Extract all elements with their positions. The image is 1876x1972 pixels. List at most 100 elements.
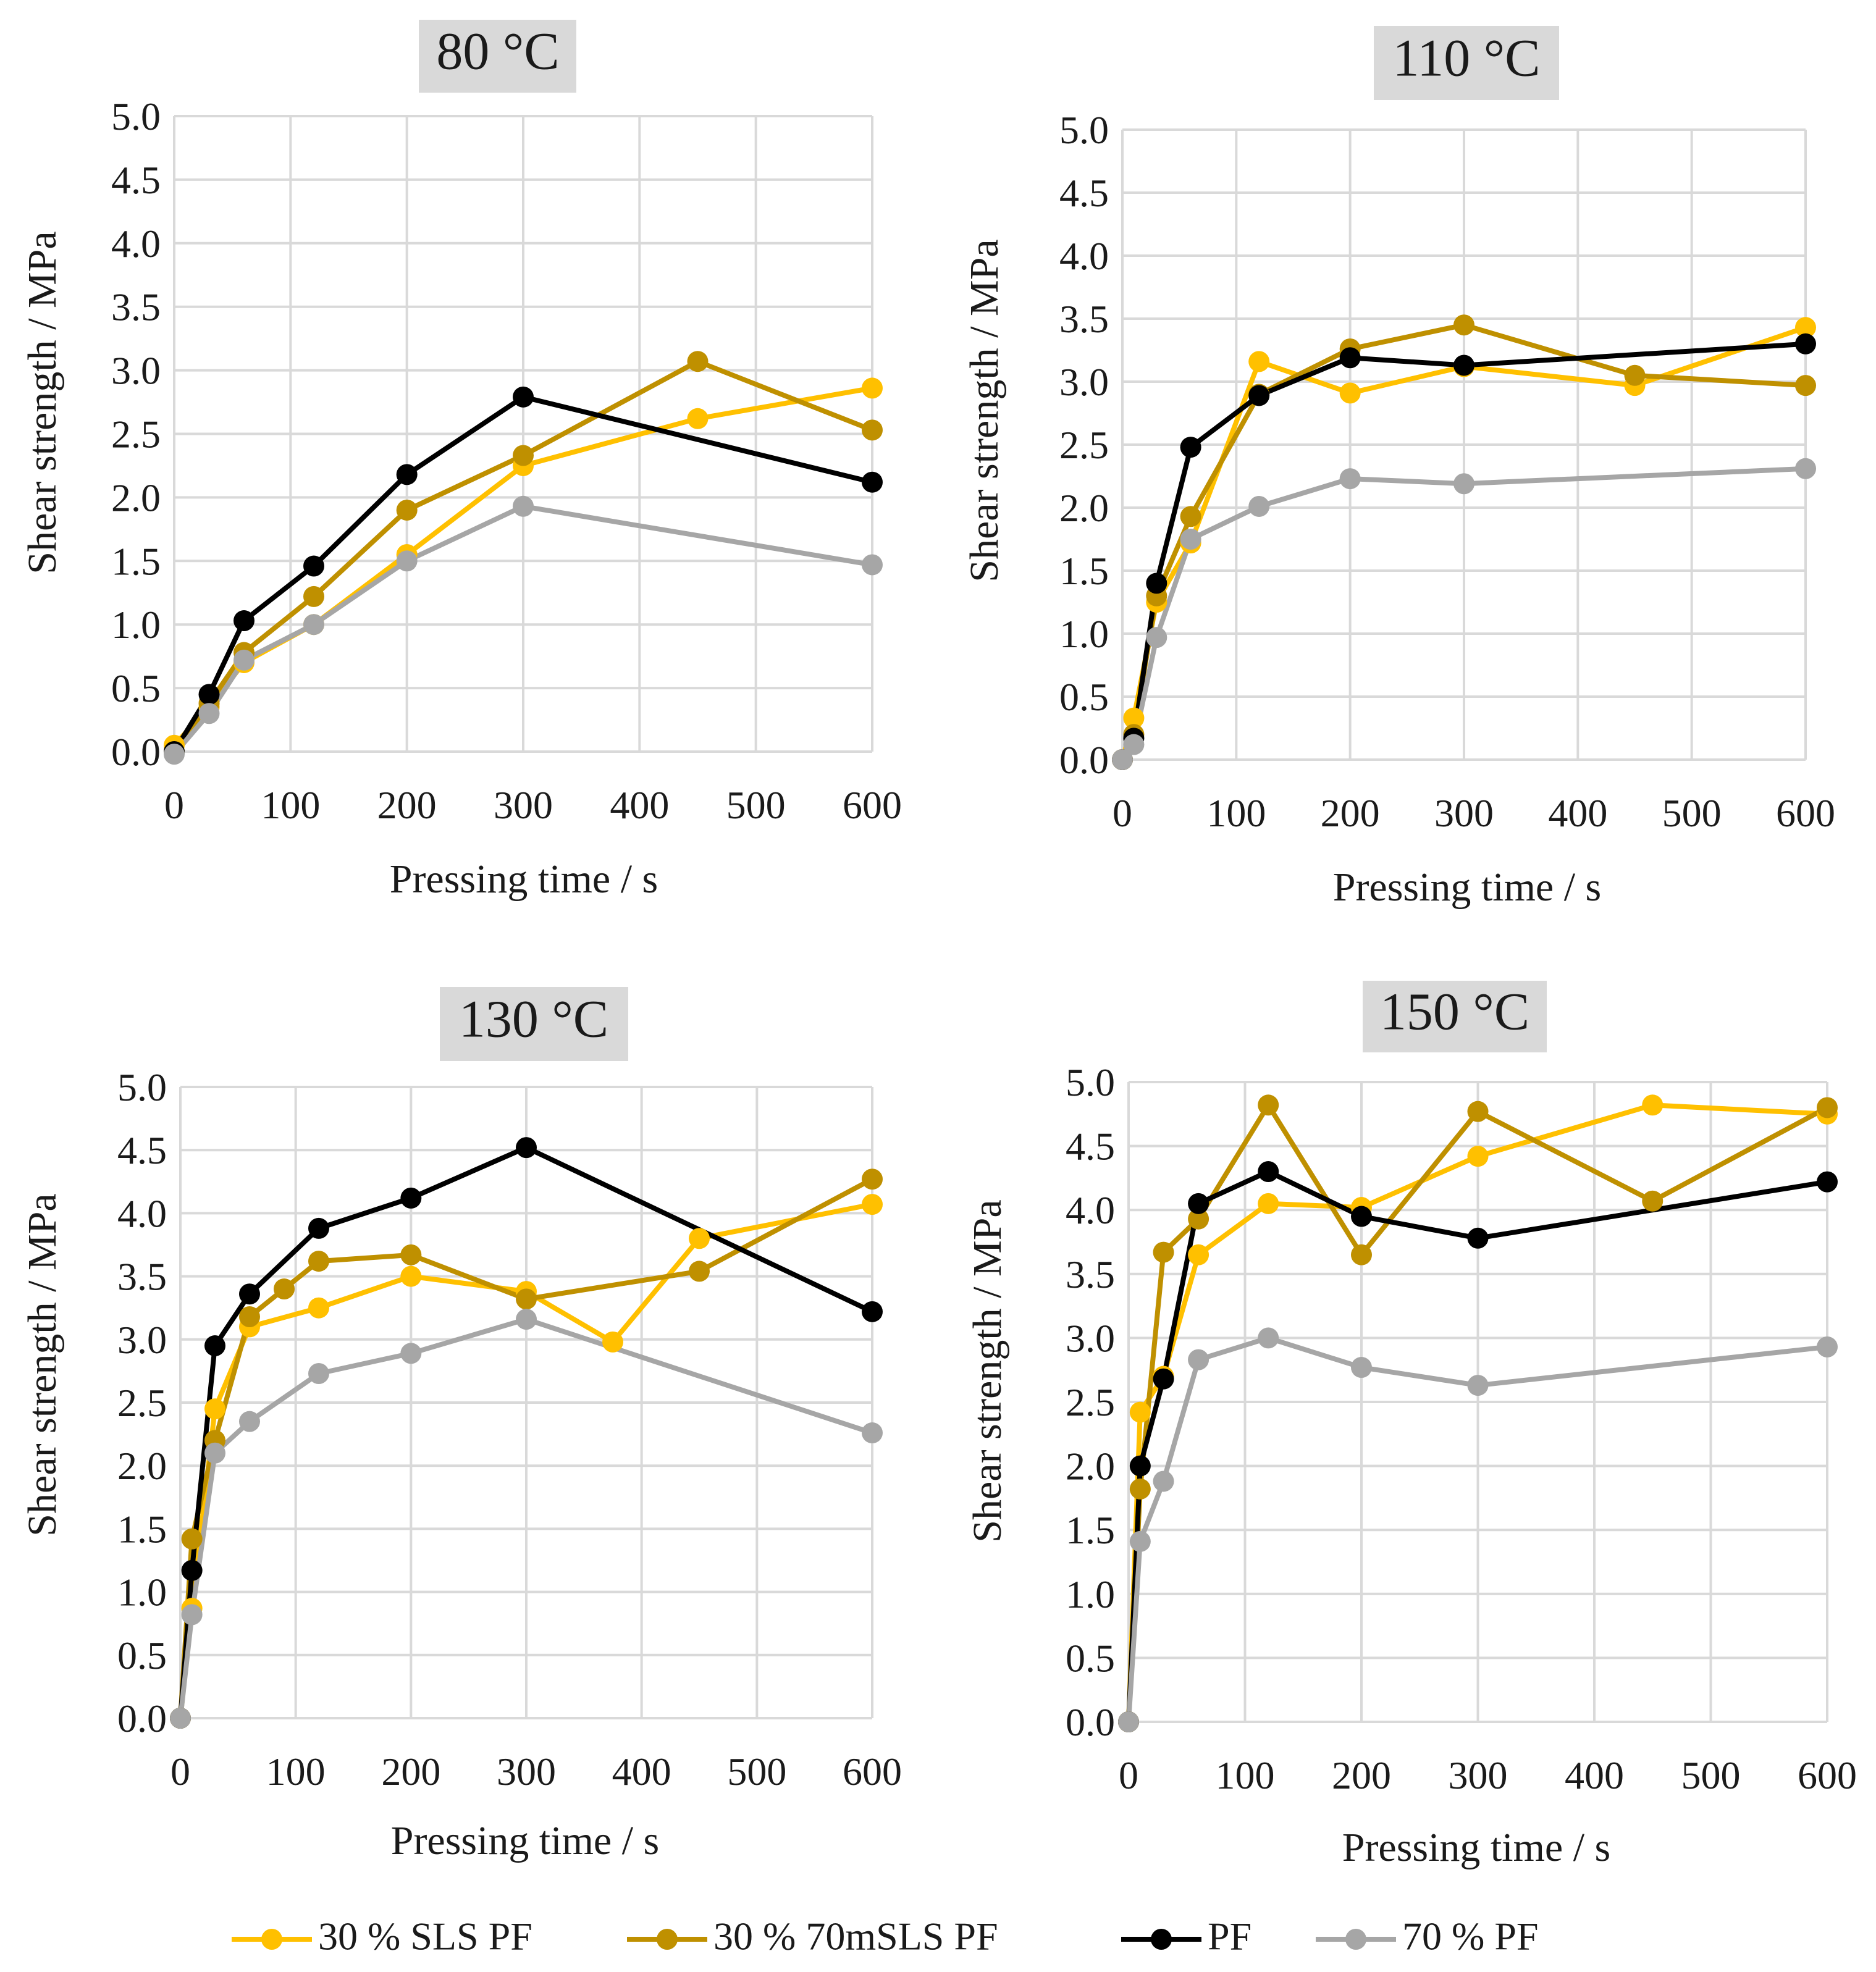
y-tick-label: 4.5 — [1066, 1125, 1115, 1169]
data-point — [1146, 573, 1167, 594]
legend-label: 30 % SLS PF — [318, 1915, 532, 1958]
data-point — [303, 585, 324, 607]
series-line — [1126, 1169, 1828, 1722]
data-point — [862, 1194, 883, 1215]
data-point — [1817, 1336, 1838, 1357]
y-tick-label: 2.0 — [111, 476, 161, 519]
x-tick-layer: 0 100 200 300 400 500 600 — [164, 783, 902, 827]
series-line — [178, 1177, 873, 1719]
legend-label: 30 % 70mSLS PF — [713, 1915, 998, 1958]
data-point — [1129, 1401, 1151, 1423]
grid-layer — [1127, 1081, 1828, 1723]
y-tick-label: 3.5 — [1066, 1252, 1115, 1296]
data-point — [1129, 1455, 1151, 1477]
y-tick-label: 1.0 — [111, 603, 161, 647]
data-point — [396, 464, 418, 485]
legend-label: PF — [1208, 1915, 1251, 1958]
y-tick-label: 5.0 — [117, 1065, 167, 1109]
data-point — [181, 1559, 203, 1581]
chart-panel-130c: 130 °C 0.0 0.5 1.0 1.5 2.0 2.5 3.0 3.5 4.0 4.5 5.0… — [20, 987, 902, 1863]
x-tick-label: 500 — [726, 783, 786, 827]
y-tick-label: 4.5 — [1059, 171, 1109, 215]
data-point — [1258, 1193, 1279, 1214]
y-tick-label: 4.5 — [117, 1128, 167, 1172]
y-tick-label: 3.0 — [111, 349, 161, 393]
y-tick-label: 0.5 — [117, 1634, 167, 1677]
series-line — [1126, 1335, 1828, 1722]
y-tick-layer: 0.0 0.5 1.0 1.5 2.0 2.5 3.0 3.5 4.0 4.5 5.0 — [117, 1065, 167, 1740]
data-point — [862, 377, 883, 399]
series-line — [178, 1317, 873, 1719]
series-layer — [164, 351, 883, 765]
y-tick-label: 2.5 — [111, 413, 161, 456]
data-point — [1467, 1101, 1489, 1122]
data-point — [516, 1137, 537, 1159]
legend: 30 % SLS PF 30 % 70mSLS PF PF 70 % PF — [232, 1915, 1539, 1958]
data-point — [1642, 1094, 1664, 1116]
x-axis-title: Pressing time / s — [1333, 865, 1602, 910]
y-tick-layer: 0.0 0.5 1.0 1.5 2.0 2.5 3.0 3.5 4.0 4.5 5.0 — [1059, 108, 1109, 782]
data-point — [1118, 1711, 1139, 1732]
x-tick-label: 200 — [377, 783, 437, 827]
x-tick-label: 0 — [170, 1750, 190, 1794]
y-axis-title: Shear strength / MPa — [20, 1193, 65, 1536]
data-point — [1795, 458, 1816, 479]
data-point — [862, 419, 883, 441]
data-point — [862, 554, 883, 576]
data-point — [239, 1411, 260, 1432]
y-tick-label: 3.0 — [117, 1318, 167, 1362]
y-tick-layer: 0.0 0.5 1.0 1.5 2.0 2.5 3.0 3.5 4.0 4.5 5.0 — [111, 94, 161, 774]
x-tick-label: 300 — [497, 1750, 556, 1794]
panel-title: 110 °C — [1392, 28, 1540, 88]
y-tick-label: 0.5 — [111, 666, 161, 710]
data-point — [1351, 1206, 1372, 1227]
data-point — [1258, 1327, 1279, 1349]
data-point — [400, 1343, 422, 1364]
x-tick-label: 500 — [1662, 791, 1722, 835]
y-tick-label: 2.0 — [1059, 486, 1109, 530]
legend-label: 70 % PF — [1402, 1915, 1539, 1958]
data-point — [233, 610, 254, 632]
x-tick-label: 100 — [1216, 1753, 1275, 1797]
legend-swatch-marker — [261, 1929, 282, 1950]
y-tick-label: 4.5 — [111, 158, 161, 202]
y-tick-label: 1.5 — [1066, 1508, 1115, 1552]
data-point — [1180, 437, 1201, 458]
data-point — [516, 1309, 537, 1330]
series-layer — [1118, 1094, 1838, 1732]
x-tick-label: 300 — [1434, 791, 1494, 835]
panel-title-background — [440, 987, 628, 1061]
x-tick-label: 0 — [1119, 1753, 1138, 1797]
x-tick-label: 500 — [1681, 1753, 1741, 1797]
chart-panel-110c: 110 °C 0.0 0.5 1.0 1.5 2.0 2.5 3.0 3.5 4.0 4.5 5.0… — [962, 26, 1835, 910]
data-point — [1453, 314, 1474, 336]
data-point — [198, 703, 220, 724]
y-tick-label: 1.0 — [1066, 1572, 1115, 1616]
data-point — [1339, 382, 1361, 404]
y-tick-label: 5.0 — [1066, 1060, 1115, 1104]
data-point — [1339, 468, 1361, 490]
data-point — [602, 1331, 623, 1353]
panel-title-background — [419, 20, 576, 93]
x-tick-label: 100 — [266, 1750, 326, 1794]
x-tick-label: 500 — [727, 1750, 786, 1794]
y-tick-label: 1.0 — [1059, 612, 1109, 656]
x-tick-label: 400 — [1548, 791, 1607, 835]
data-point — [204, 1335, 225, 1357]
data-point — [513, 386, 534, 408]
data-point — [513, 495, 534, 517]
data-point — [1123, 734, 1145, 755]
data-point — [1146, 627, 1167, 648]
data-point — [513, 445, 534, 466]
data-point — [1129, 1478, 1151, 1500]
data-point — [1258, 1161, 1279, 1183]
panel-title-background — [1374, 26, 1559, 100]
panel-title: 130 °C — [459, 989, 608, 1049]
x-tick-layer: 0 100 200 300 400 500 600 — [1119, 1753, 1857, 1797]
y-tick-label: 2.5 — [1059, 423, 1109, 467]
x-tick-label: 0 — [1113, 791, 1132, 835]
y-tick-label: 3.0 — [1059, 360, 1109, 404]
x-tick-label: 600 — [1798, 1753, 1857, 1797]
y-tick-label: 0.5 — [1059, 675, 1109, 719]
x-tick-layer: 0 100 200 300 400 500 600 — [1113, 791, 1835, 835]
